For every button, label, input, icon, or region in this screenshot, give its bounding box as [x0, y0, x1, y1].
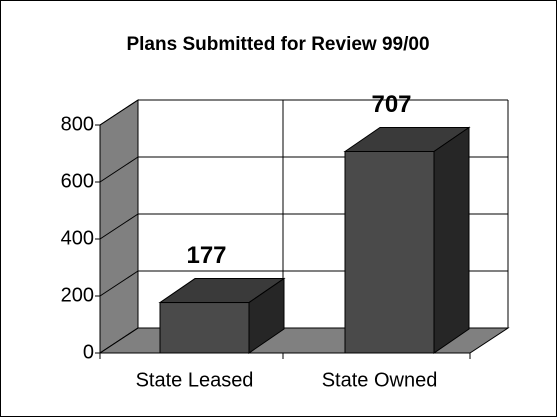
grid-line-side: [99, 270, 139, 297]
bar: [159, 302, 250, 354]
y-tick-label: 600: [61, 170, 94, 192]
x-tick-label: State Leased: [136, 369, 254, 391]
grid-line-side: [99, 327, 139, 354]
x-tick-label: State Owned: [322, 369, 438, 391]
value-label: 177: [186, 242, 226, 269]
grid-line-side: [99, 213, 139, 240]
grid-line-side: [99, 99, 139, 126]
grid-line-side: [99, 156, 139, 183]
value-label: 707: [371, 91, 411, 118]
bar: [344, 151, 435, 354]
bar-side: [433, 126, 470, 354]
y-tick-label: 200: [61, 284, 94, 306]
y-tick-label: 0: [83, 341, 94, 363]
chart-title: Plans Submitted for Review 99/00: [126, 34, 429, 55]
y-tick-label: 800: [61, 113, 94, 135]
y-tick-label: 400: [61, 227, 94, 249]
